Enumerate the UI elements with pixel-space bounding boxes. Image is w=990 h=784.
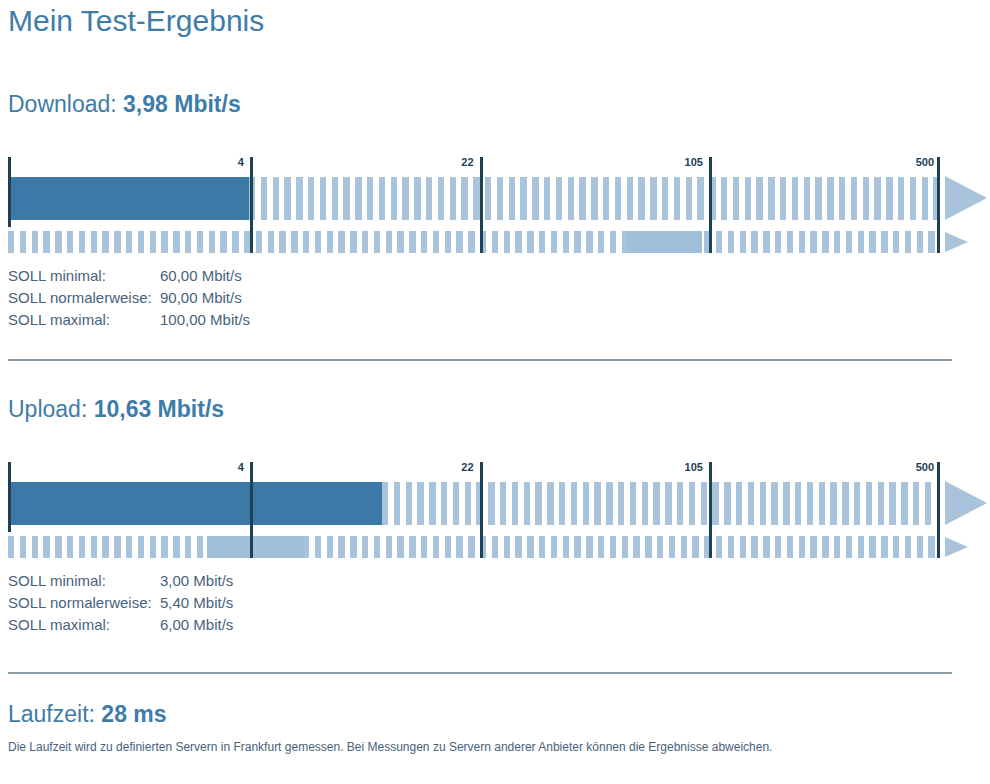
soll-row-value: 100,00 Mbit/s	[160, 309, 250, 331]
laufzeit-note: Die Laufzeit wird zu definierten Servern…	[8, 740, 968, 755]
measured-remainder-stripes	[382, 482, 940, 525]
soll-row: SOLL minimal: 60,00 Mbit/s	[8, 265, 990, 287]
upload-heading-value: 10,63 Mbit/s	[94, 396, 224, 422]
laufzeit-heading-value: 28 ms	[101, 701, 166, 727]
arrow-right-icon	[945, 176, 987, 220]
upload-heading: Upload: 10,63 Mbit/s	[8, 395, 990, 423]
section-divider	[8, 359, 952, 361]
soll-row-value: 5,40 Mbit/s	[160, 592, 233, 614]
measured-bar	[8, 482, 940, 525]
section-divider	[8, 672, 952, 674]
download-section: Download: 3,98 Mbit/s 422105500 SOLL min…	[8, 90, 990, 331]
measured-fill	[8, 482, 382, 525]
laufzeit-heading-label: Laufzeit:	[8, 701, 95, 727]
soll-range-fill	[207, 536, 305, 558]
soll-row-label: SOLL maximal:	[8, 614, 160, 636]
soll-row-label: SOLL maximal:	[8, 309, 160, 331]
gauge-track: 422105500	[8, 460, 940, 558]
download-heading-label: Download:	[8, 91, 117, 117]
soll-row-label: SOLL normalerweise:	[8, 592, 160, 614]
upload-section: Upload: 10,63 Mbit/s 422105500 SOLL mini…	[8, 395, 990, 636]
soll-row-value: 3,00 Mbit/s	[160, 570, 233, 592]
soll-row: SOLL normalerweise: 90,00 Mbit/s	[8, 287, 990, 309]
soll-row: SOLL maximal: 6,00 Mbit/s	[8, 614, 990, 636]
scale-tick	[480, 157, 483, 253]
scale-tick	[250, 462, 253, 558]
soll-bar	[8, 231, 940, 253]
soll-row-value: 60,00 Mbit/s	[160, 265, 242, 287]
page-title: Mein Test-Ergebnis	[8, 0, 990, 40]
soll-row-value: 90,00 Mbit/s	[160, 287, 242, 309]
arrow-right-icon	[945, 537, 968, 557]
upload-gauge: 422105500	[8, 460, 990, 558]
measured-bar	[8, 177, 940, 220]
soll-row: SOLL maximal: 100,00 Mbit/s	[8, 309, 990, 331]
soll-row: SOLL minimal: 3,00 Mbit/s	[8, 570, 990, 592]
laufzeit-heading: Laufzeit: 28 ms	[8, 700, 990, 728]
scale-tick	[250, 157, 253, 253]
scale-tick	[480, 462, 483, 558]
soll-row: SOLL normalerweise: 5,40 Mbit/s	[8, 592, 990, 614]
upload-soll-table: SOLL minimal: 3,00 Mbit/s SOLL normalerw…	[8, 570, 990, 636]
soll-row-value: 6,00 Mbit/s	[160, 614, 233, 636]
arrow-right-icon	[945, 481, 987, 525]
download-heading: Download: 3,98 Mbit/s	[8, 90, 990, 118]
scale-tick	[937, 462, 940, 558]
scale-tick-label: 500	[8, 156, 934, 169]
download-gauge: 422105500	[8, 155, 990, 253]
measured-fill	[8, 177, 249, 220]
soll-range-fill	[627, 231, 702, 253]
arrow-right-icon	[945, 232, 968, 252]
gauge-track: 422105500	[8, 155, 940, 253]
laufzeit-section: Laufzeit: 28 ms Die Laufzeit wird zu def…	[8, 700, 990, 755]
download-soll-table: SOLL minimal: 60,00 Mbit/s SOLL normaler…	[8, 265, 990, 331]
test-result-page: Mein Test-Ergebnis Download: 3,98 Mbit/s…	[0, 0, 990, 784]
scale-tick	[937, 157, 940, 253]
upload-heading-label: Upload:	[8, 396, 87, 422]
soll-row-label: SOLL minimal:	[8, 570, 160, 592]
scale-tick-label: 500	[8, 461, 934, 474]
scale-tick	[709, 462, 712, 558]
soll-row-label: SOLL normalerweise:	[8, 287, 160, 309]
soll-row-label: SOLL minimal:	[8, 265, 160, 287]
measured-remainder-stripes	[249, 177, 940, 220]
download-heading-value: 3,98 Mbit/s	[123, 91, 241, 117]
scale-tick	[709, 157, 712, 253]
soll-bar	[8, 536, 940, 558]
